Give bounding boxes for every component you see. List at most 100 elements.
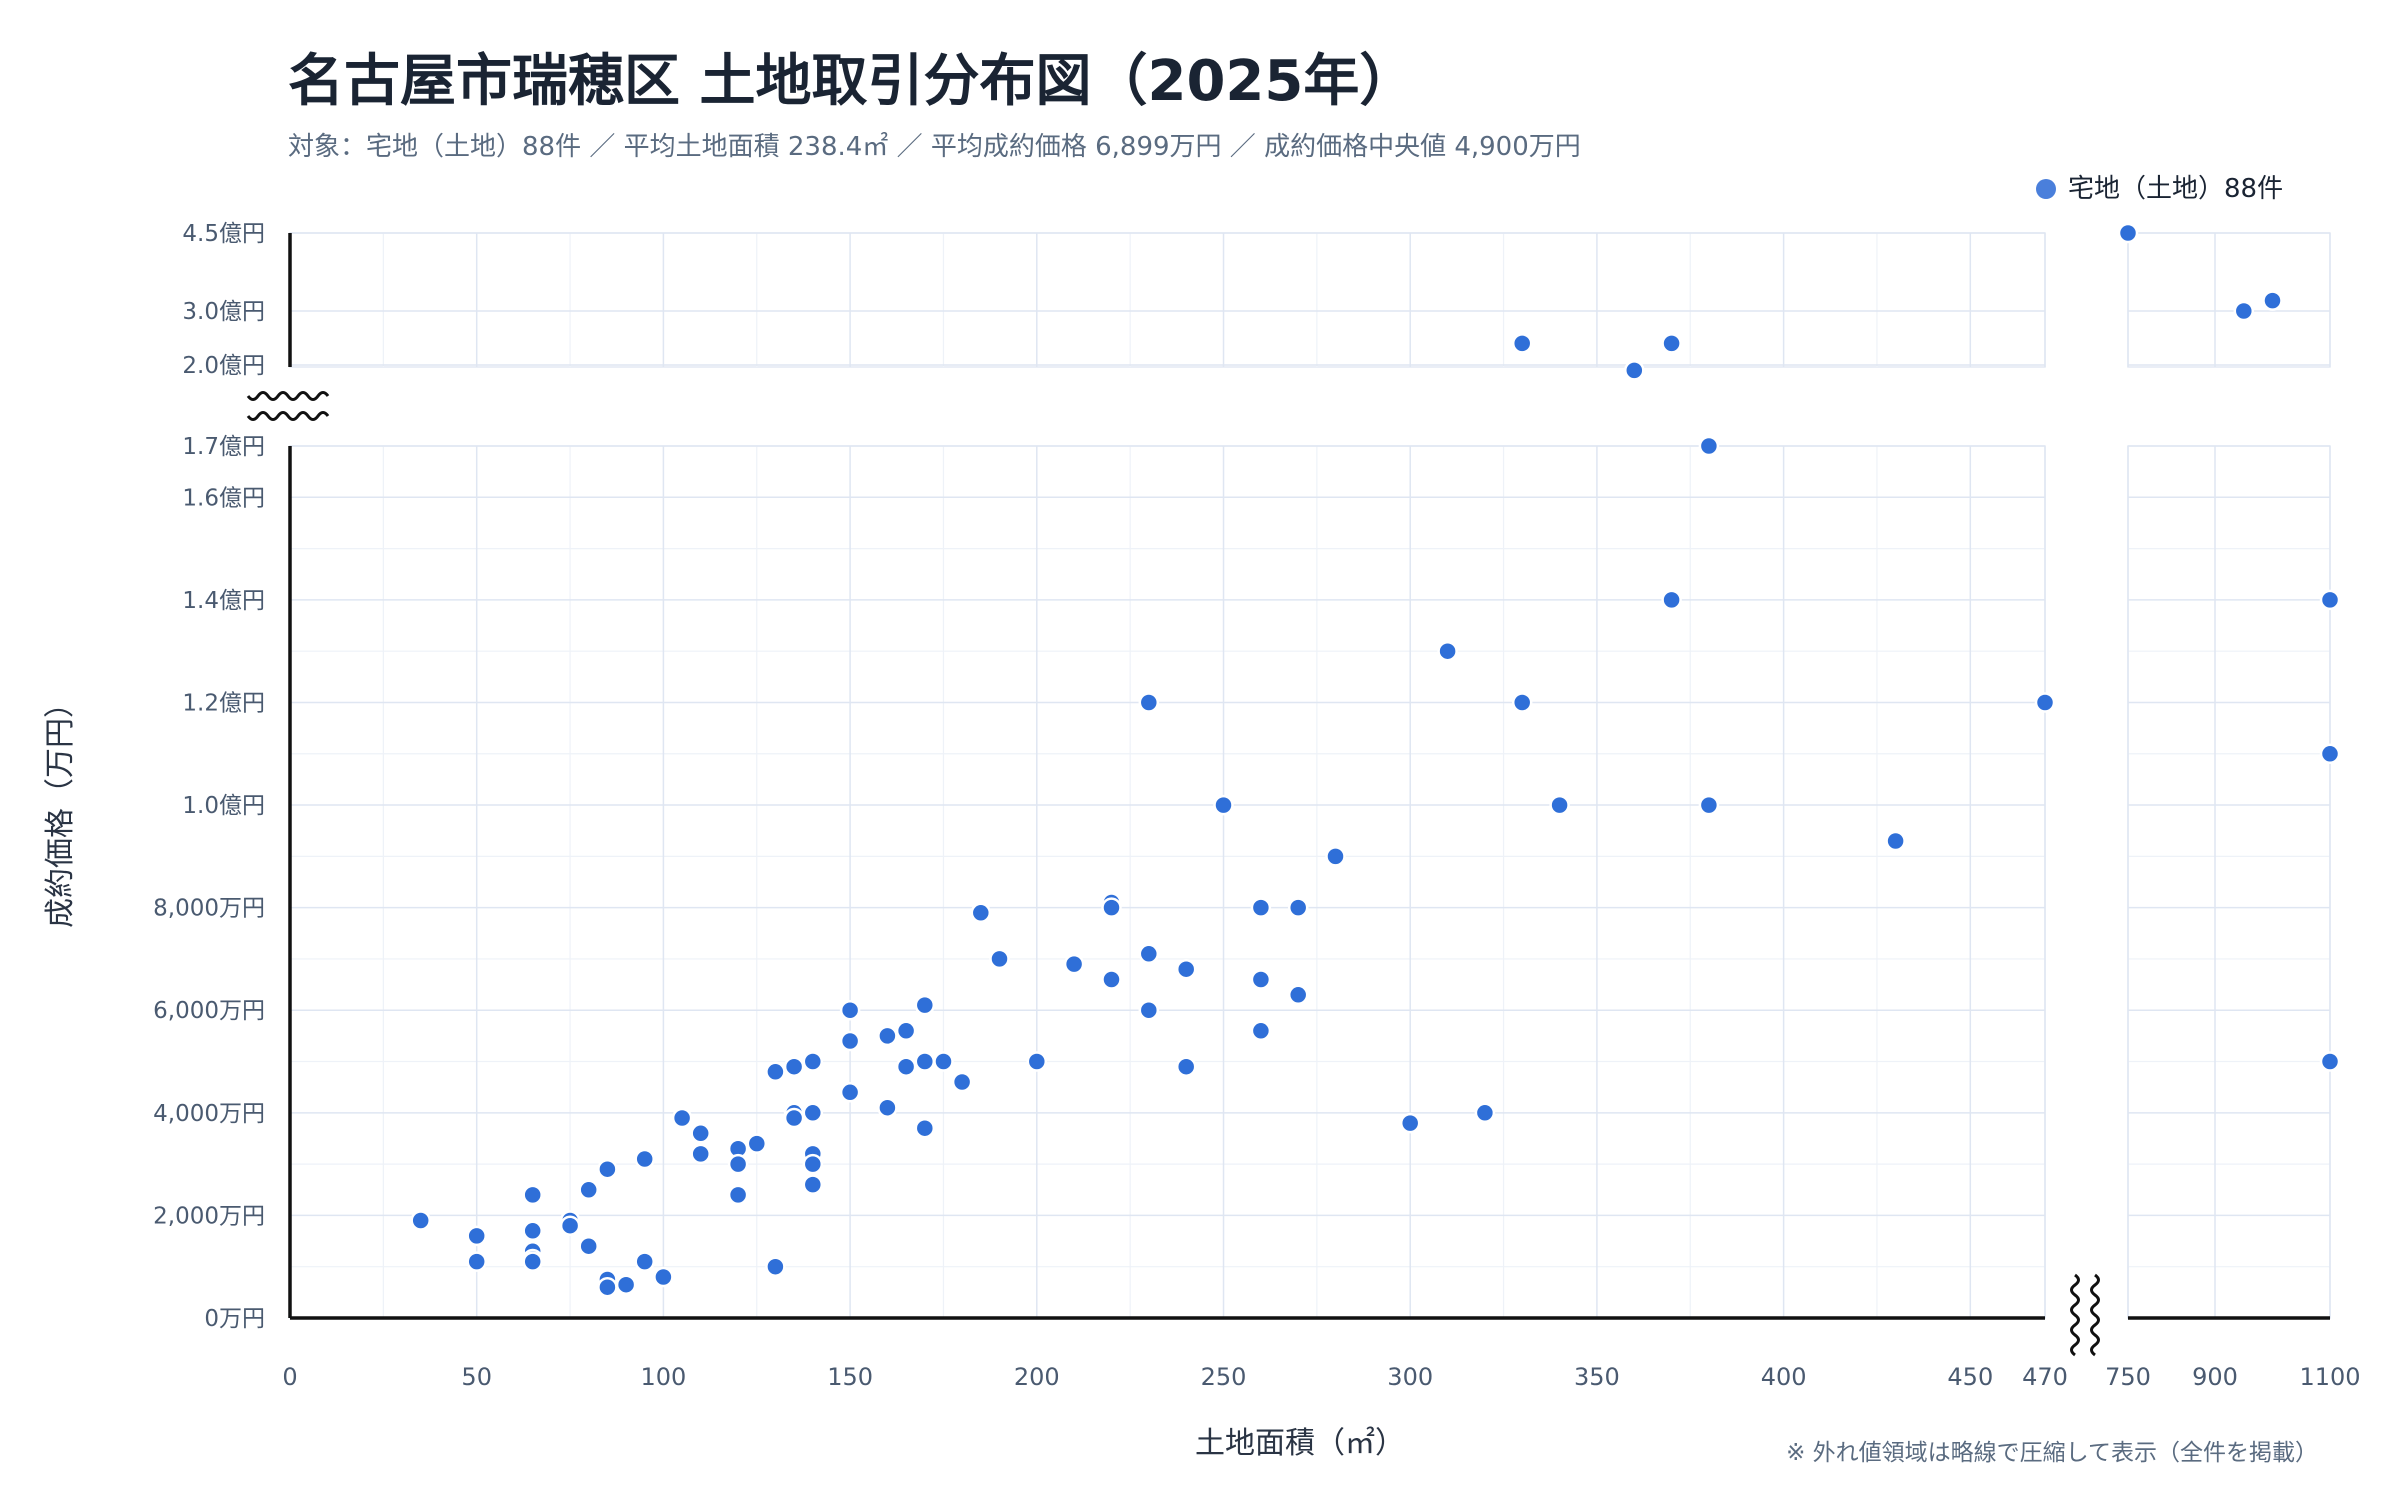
data-point [653,1266,674,1288]
chart-title: 名古屋市瑞穂区 土地取引分布図（2025年） [288,49,1415,114]
data-point [951,1071,973,1093]
data-point [1437,640,1458,662]
data-point [1511,692,1533,713]
data-point [1138,692,1160,713]
data-point [783,1107,805,1129]
legend-label: 宅地（土地）88件 [2068,174,2283,204]
data-point [877,1025,898,1047]
data-point [2319,589,2341,611]
data-point [989,948,1010,970]
data-point [522,1251,543,1272]
data-point [1287,984,1309,1006]
legend: 宅地（土地）88件 [2036,174,2283,204]
legend-marker [2036,179,2056,199]
data-point [2034,692,2056,713]
data-point [634,1148,655,1170]
y-tick-label: 8,000万円 [153,896,265,922]
data-point [914,1051,936,1072]
axes [245,233,2330,1362]
data-point [1250,897,1272,918]
y-tick-label: 4.5億円 [182,221,265,247]
x-tick-label: 150 [827,1363,873,1391]
y-axis-break-icon [246,391,330,401]
data-point [2233,300,2255,322]
data-point [578,1235,599,1257]
plot-panel [289,232,2046,368]
data-point [914,1117,936,1139]
data-point [933,1051,954,1072]
x-tick-label: 900 [2192,1363,2238,1391]
y-tick-label: 6,000万円 [153,998,265,1024]
y-axis-break-icon [246,411,330,421]
y-tick-label: 1.6億円 [182,485,265,511]
y-tick-label: 3.0億円 [182,299,265,325]
data-point [690,1123,711,1144]
data-point [802,1102,824,1124]
x-axis-break-icon [2070,1273,2080,1357]
y-axis-title: 成約価格（万円） [43,688,78,928]
x-tick-label: 470 [2022,1363,2068,1391]
data-point [522,1220,543,1242]
data-point [1399,1112,1421,1134]
data-point [1474,1102,1496,1124]
data-point [1698,794,1720,816]
data-point [1624,360,1645,381]
grid [289,232,2331,1319]
plot-panel [2127,232,2331,368]
x-break-mask [2060,1270,2110,1362]
data-point [1101,969,1122,990]
plot-panel [289,445,2046,1319]
y-tick-label: 1.4億円 [182,588,265,614]
data-point [634,1251,655,1272]
data-point [1250,1020,1272,1042]
data-point [839,999,861,1021]
data-point [559,1215,581,1236]
x-tick-label: 1100 [2299,1363,2360,1391]
footnote: ※ 外れ値領域は略線で圧縮して表示（全件を掲載） [1786,1440,2318,1466]
data-point [727,1184,749,1206]
data-point [746,1133,768,1154]
chart-subtitle: 対象：宅地（土地）88件 ／ 平均土地面積 238.4㎡ ／ 平均成約価格 6,… [288,132,1581,162]
data-point [895,1056,917,1077]
data-point [2319,1051,2341,1072]
y-tick-label: 2.0億円 [182,353,265,379]
data-point [2319,743,2341,765]
data-point [727,1153,749,1175]
x-tick-label: 450 [1947,1363,1993,1391]
data-point [970,902,992,924]
y-tick-label: 1.7億円 [182,434,265,460]
y-tick-label: 0万円 [204,1306,265,1332]
x-tick-label: 400 [1761,1363,1807,1391]
data-point [895,1020,917,1042]
x-tick-label: 300 [1387,1363,1433,1391]
data-point [1325,846,1346,867]
data-points [410,222,2341,1298]
data-point [1250,969,1272,990]
x-axis-title: 土地面積（㎡） [1195,1426,1405,1461]
data-point [615,1274,637,1295]
data-point [1175,1056,1197,1077]
data-point [1138,943,1160,965]
data-point [1213,794,1234,816]
data-point [597,1276,618,1298]
data-point [597,1158,618,1180]
x-tick-label: 750 [2105,1363,2151,1391]
x-tick-label: 100 [640,1363,686,1391]
x-tick-label: 0 [282,1363,297,1391]
data-point [466,1225,487,1247]
data-point [765,1061,786,1083]
tick-labels: 0 50 100 150 200 250 300 350 400 450 470 750 900 1100… [153,221,2360,1391]
x-tick-label: 200 [1014,1363,1060,1391]
data-point [1661,589,1682,611]
data-point [802,1174,824,1195]
data-point [1698,435,1720,457]
data-point [1287,897,1309,918]
data-point [671,1107,693,1129]
plot-panel [2127,445,2331,1319]
data-point [1138,999,1160,1021]
data-point [839,1030,861,1052]
data-point [410,1210,431,1231]
data-point [802,1051,824,1072]
data-point [522,1184,543,1206]
